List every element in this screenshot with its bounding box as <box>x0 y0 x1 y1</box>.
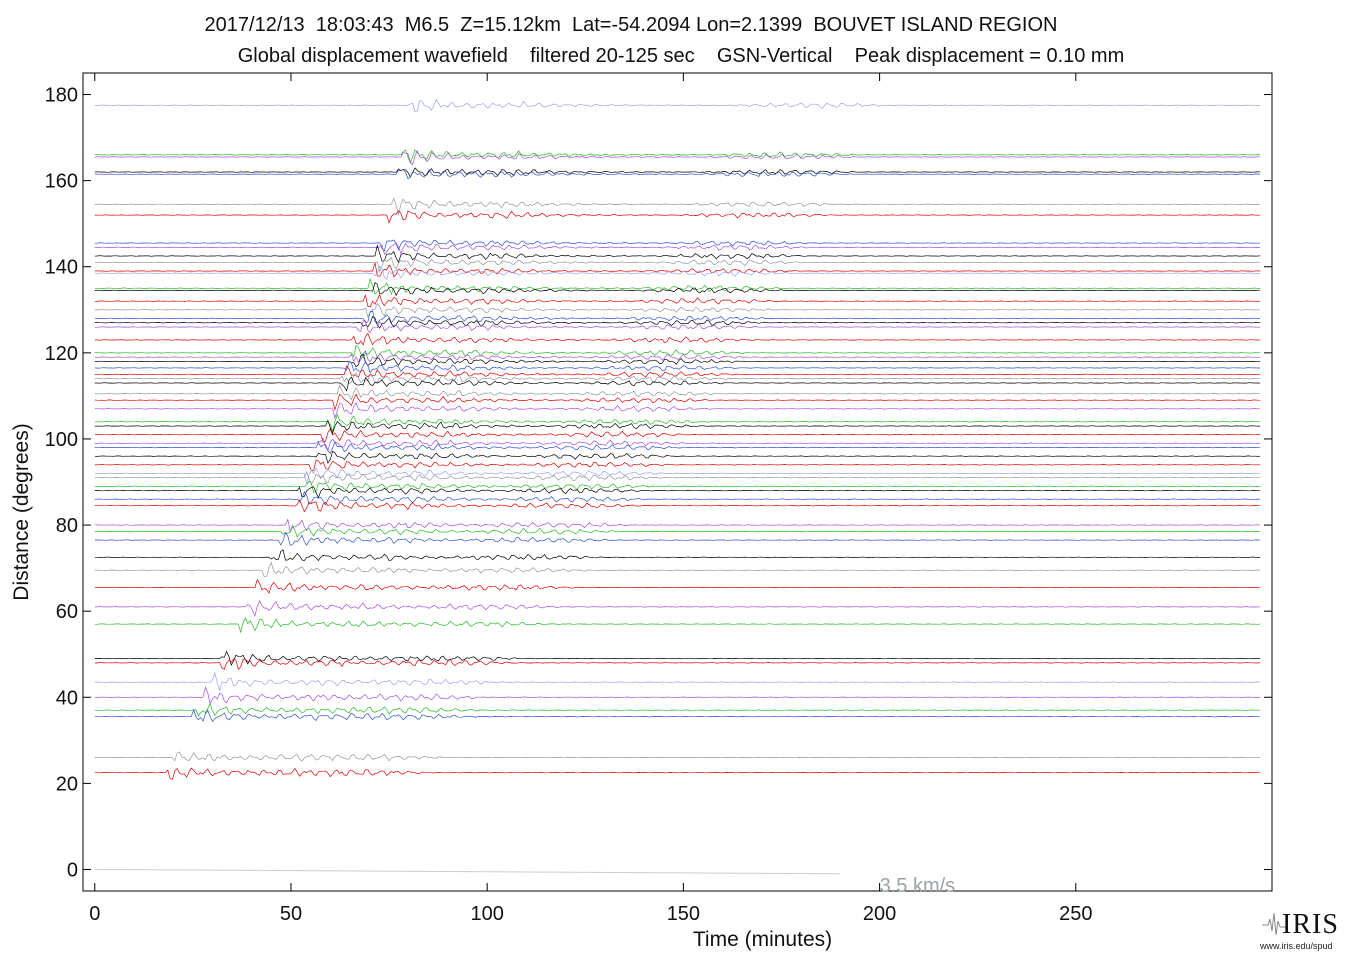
station-trace <box>94 265 1261 280</box>
x-tick-label: 150 <box>667 903 700 925</box>
y-tick-label: 180 <box>45 85 78 107</box>
station-trace <box>94 350 1261 363</box>
station-trace <box>94 372 1261 385</box>
station-trace <box>94 239 1261 252</box>
y-tick-label: 40 <box>56 687 78 709</box>
station-trace <box>94 549 1261 562</box>
station-trace <box>94 419 1261 435</box>
x-tick-label: 100 <box>470 903 503 925</box>
station-trace <box>94 210 1261 224</box>
station-trace <box>94 344 1261 359</box>
station-trace <box>94 578 1261 594</box>
station-trace <box>94 320 1261 334</box>
chart-subtitle: Global displacement wavefield filtered 2… <box>237 45 1125 67</box>
y-tick-label: 100 <box>45 429 78 451</box>
station-trace <box>94 169 1261 180</box>
station-trace <box>94 413 1261 433</box>
station-trace <box>94 197 1261 215</box>
station-trace <box>94 703 1261 717</box>
velocity-line <box>94 868 841 875</box>
station-trace <box>94 686 1261 705</box>
station-trace <box>94 708 1261 723</box>
velocity-annotation: 3.5 km/s <box>880 875 956 897</box>
station-trace <box>94 282 1261 297</box>
station-trace <box>94 617 1261 634</box>
station-trace <box>94 767 1261 780</box>
station-trace <box>94 332 1261 346</box>
station-trace <box>94 167 1261 178</box>
station-trace <box>94 365 1261 378</box>
x-tick-label: 200 <box>863 903 896 925</box>
station-trace <box>94 459 1261 472</box>
x-tick-label: 0 <box>89 903 100 925</box>
y-axis: 0 20 40 60 80 100 120 140 160 180 <box>45 85 1272 881</box>
station-trace <box>94 658 1261 671</box>
station-trace <box>94 751 1261 762</box>
station-trace <box>94 257 1261 273</box>
x-tick-label: 50 <box>280 903 302 925</box>
x-tick-label: 250 <box>1059 903 1092 925</box>
x-axis: 0 50 100 150 200 250 <box>89 73 1092 925</box>
station-trace <box>94 436 1261 452</box>
iris-logo: IRIS www.iris.edu/spud <box>1260 905 1350 955</box>
station-trace <box>94 376 1261 392</box>
station-trace <box>94 242 1261 255</box>
station-trace <box>94 393 1261 411</box>
y-tick-label: 0 <box>67 859 78 881</box>
station-trace <box>94 650 1261 667</box>
station-trace <box>94 441 1261 454</box>
y-tick-label: 20 <box>56 773 78 795</box>
station-trace <box>94 402 1261 420</box>
station-trace <box>94 599 1261 617</box>
station-trace <box>94 518 1261 533</box>
station-trace <box>94 316 1261 329</box>
logo-url: www.iris.edu/spud <box>1260 941 1333 951</box>
y-tick-label: 80 <box>56 515 78 537</box>
station-trace <box>94 491 1261 506</box>
station-trace <box>94 353 1261 368</box>
station-trace <box>94 302 1261 318</box>
station-trace <box>94 524 1261 538</box>
station-trace <box>94 531 1261 546</box>
station-trace <box>94 480 1261 494</box>
station-trace <box>94 384 1261 401</box>
station-trace <box>94 470 1261 485</box>
y-tick-label: 60 <box>56 601 78 623</box>
station-trace <box>94 467 1261 485</box>
x-axis-label: Time (minutes) <box>693 928 832 951</box>
station-trace <box>94 310 1261 324</box>
station-trace <box>94 486 1261 499</box>
station-trace <box>94 244 1261 263</box>
station-trace <box>94 98 1261 113</box>
station-trace <box>94 360 1261 374</box>
y-axis-label: Distance (degrees) <box>10 423 33 600</box>
station-trace <box>94 499 1261 513</box>
station-trace <box>94 428 1261 443</box>
plot-area <box>82 72 1273 892</box>
station-trace <box>94 293 1261 308</box>
y-tick-label: 140 <box>45 257 78 279</box>
station-trace <box>94 561 1261 578</box>
y-tick-label: 120 <box>45 343 78 365</box>
seismogram-logo-icon <box>1262 912 1288 936</box>
station-trace <box>94 149 1261 164</box>
chart-title: 2017/12/13 18:03:43 M6.5 Z=15.12km Lat=-… <box>204 14 1058 36</box>
station-trace <box>94 671 1261 693</box>
station-trace <box>94 262 1261 278</box>
logo-text: IRIS <box>1282 909 1339 940</box>
y-tick-label: 160 <box>45 171 78 193</box>
station-trace <box>94 277 1261 295</box>
station-trace <box>94 450 1261 464</box>
trace-group <box>94 98 1261 780</box>
station-trace <box>94 150 1261 166</box>
